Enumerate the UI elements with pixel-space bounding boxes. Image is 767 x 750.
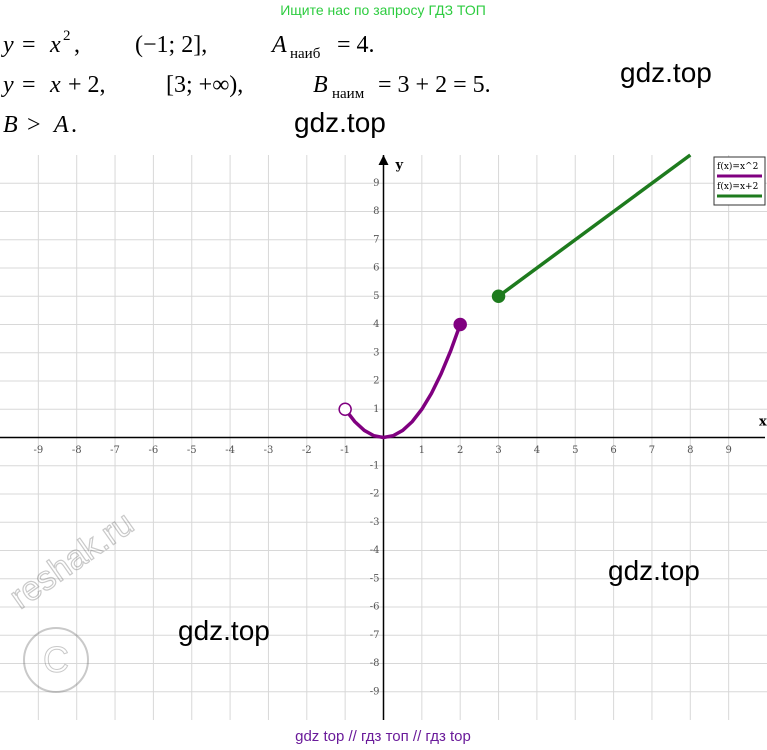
math: y [1,72,14,98]
math: x [49,72,61,98]
y-axis-label: y [395,158,404,173]
endpoint [491,289,506,303]
x-tick-label: -1 [340,445,350,456]
y-tick-label: -8 [370,658,380,669]
x-tick-label: 4 [534,445,540,456]
math: A [52,112,69,138]
x-tick-label: 8 [687,445,693,456]
footer: gdz top // гдз топ // гдз top [295,728,471,745]
math: = [22,32,36,58]
header: Ищите нас по запросу ГДЗ ТОП [280,2,486,18]
y-tick-label: 1 [373,404,379,415]
math: B [3,112,18,138]
y-tick-label: 9 [373,178,379,189]
y-tick-label: -1 [370,460,380,471]
y-tick-label: 8 [373,206,379,217]
y-tick-label: 3 [373,347,379,358]
math: (−1; 2], [135,32,207,58]
math: > [27,112,41,138]
watermark: gdz.top [620,57,712,88]
y-tick-label: -2 [370,489,380,500]
watermark: gdz.top [178,615,270,646]
y-tick-label: 7 [373,234,379,245]
y-tick-label: 5 [373,291,379,302]
math: y [1,32,14,58]
endpoint [453,317,467,332]
arrow [378,155,389,165]
math: 2 [63,28,71,44]
y-tick-label: -9 [370,686,380,697]
x-tick-label: -2 [302,445,312,456]
x-tick-label: -6 [149,445,159,456]
endpoint [338,402,352,416]
math: наиб [290,46,321,62]
x-tick-label: -5 [187,445,197,456]
x-tick-label: 7 [649,445,655,456]
x-tick-label: -4 [225,445,235,456]
watermark: gdz.top [294,107,386,138]
y-tick-label: -7 [370,630,380,641]
copyright-c: C [43,639,69,680]
x-tick-label: 1 [419,445,425,456]
math: [3; +∞), [166,72,243,98]
series-line [343,323,462,440]
math: , [74,32,80,58]
x-tick-label: -3 [264,445,274,456]
x-tick-label: 9 [725,445,731,456]
chart: -9 -8 -7 -6 -5 -4 -3 -2 -1 1 2 3 4 5 6 7 8 9 -9 -8 -7 -6 -5 -4 -… [0,153,767,720]
y-tick-label: 6 [373,263,379,274]
math: B [313,72,328,98]
y-tick-label: -6 [370,602,380,613]
y-tick-label: -5 [370,573,380,584]
y-tick-label: -4 [370,545,380,556]
x-tick-label: -7 [110,445,120,456]
y-tick-label: 2 [373,376,379,387]
math: . [71,112,77,138]
math: A [270,32,287,58]
math: = [22,72,36,98]
x-tick-label: -8 [72,445,82,456]
x-tick-label: 3 [495,445,501,456]
y-tick-label: 4 [373,319,379,330]
legend-label: f(x)=x^2 [717,161,758,172]
series-line [497,153,692,298]
math: x [49,32,61,58]
x-axis-label: x [759,415,767,430]
x-tick-label: -9 [33,445,43,456]
copyright-circle [23,627,89,693]
x-tick-label: 2 [457,445,463,456]
watermark: gdz.top [608,555,700,586]
watermark: reshak.ru [3,504,141,616]
math: = 4. [337,32,375,58]
legend-label: f(x)=x+2 [717,181,758,192]
math: наим [332,86,365,102]
math: + 2, [68,72,106,98]
y-tick-label: -3 [370,517,380,528]
math: = 3 + 2 = 5. [378,72,491,98]
x-tick-label: 6 [610,445,616,456]
x-tick-label: 5 [572,445,578,456]
